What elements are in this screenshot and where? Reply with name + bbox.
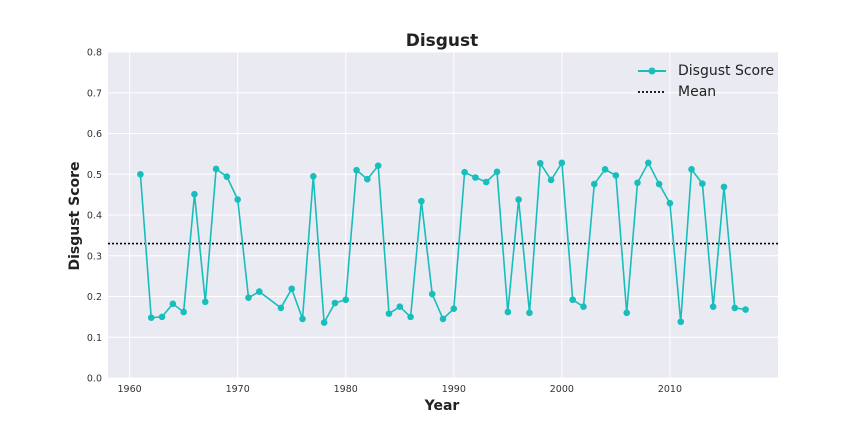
data-point bbox=[655, 180, 663, 188]
y-tick-label: 0.8 bbox=[87, 48, 102, 59]
x-tick-label: 2000 bbox=[550, 384, 574, 395]
legend-mean-label: Mean bbox=[678, 84, 716, 100]
x-tick-label: 1960 bbox=[118, 384, 142, 395]
data-point bbox=[299, 315, 306, 323]
x-tick-label: 1970 bbox=[226, 384, 250, 395]
data-point bbox=[310, 172, 317, 180]
legend-series-label: Disgust Score bbox=[678, 63, 774, 79]
y-tick-label: 0.3 bbox=[87, 251, 102, 262]
data-point bbox=[623, 309, 631, 317]
y-axis-label: Disgust Score bbox=[67, 161, 83, 270]
y-tick-label: 0.7 bbox=[87, 88, 102, 99]
axes: 0.0 0.1 0.2 0.3 0.4 0.5 0.6 0.7 0.8 1960 1970 1980 1… bbox=[87, 48, 682, 396]
data-point bbox=[180, 308, 187, 316]
data-point bbox=[590, 180, 598, 188]
data-point bbox=[385, 310, 393, 317]
data-point bbox=[699, 180, 706, 187]
data-point bbox=[158, 313, 166, 321]
data-point bbox=[428, 290, 436, 298]
legend: Disgust Score Mean bbox=[638, 63, 774, 100]
data-point bbox=[472, 174, 479, 181]
series-layer bbox=[137, 159, 749, 326]
data-point bbox=[504, 308, 512, 316]
data-point bbox=[364, 175, 371, 183]
data-point bbox=[169, 300, 177, 308]
data-point bbox=[580, 303, 587, 310]
data-point bbox=[450, 305, 458, 313]
x-axis-label: Year bbox=[424, 398, 460, 414]
data-point bbox=[666, 199, 674, 207]
data-point bbox=[709, 303, 717, 310]
data-point bbox=[720, 183, 728, 191]
data-point bbox=[439, 315, 447, 323]
y-tick-label: 0.6 bbox=[87, 129, 102, 140]
data-point bbox=[601, 166, 609, 173]
x-tick-label: 2010 bbox=[658, 384, 682, 395]
y-tick-label: 0.0 bbox=[87, 374, 102, 385]
data-point bbox=[137, 170, 144, 178]
data-point bbox=[407, 313, 414, 321]
data-point bbox=[212, 165, 220, 173]
data-point bbox=[277, 304, 285, 312]
data-point bbox=[288, 285, 296, 293]
data-point bbox=[201, 298, 209, 306]
y-tick-label: 0.1 bbox=[87, 333, 102, 344]
chart-title: Disgust bbox=[406, 31, 479, 51]
x-tick-label: 1990 bbox=[442, 384, 466, 395]
data-point bbox=[374, 162, 382, 169]
data-point bbox=[731, 304, 739, 312]
data-point bbox=[547, 176, 555, 184]
series-line bbox=[139, 160, 746, 326]
data-point bbox=[396, 303, 404, 310]
legend-series-marker bbox=[648, 67, 656, 75]
y-tick-label: 0.4 bbox=[87, 211, 102, 222]
data-point bbox=[645, 159, 652, 167]
y-tick-label: 0.2 bbox=[87, 292, 102, 303]
data-point bbox=[677, 318, 685, 326]
data-point bbox=[742, 306, 749, 313]
data-point bbox=[482, 178, 490, 186]
data-point bbox=[331, 299, 339, 307]
data-point bbox=[536, 159, 544, 167]
data-point bbox=[569, 296, 576, 304]
data-point bbox=[191, 190, 198, 198]
data-point bbox=[634, 179, 641, 187]
data-point bbox=[558, 159, 566, 167]
y-tick-label: 0.5 bbox=[87, 170, 102, 181]
x-tick-label: 1980 bbox=[334, 384, 358, 395]
data-point bbox=[342, 296, 350, 304]
data-point bbox=[418, 197, 425, 205]
data-point bbox=[493, 168, 501, 176]
data-point bbox=[688, 166, 695, 173]
data-point bbox=[353, 166, 360, 174]
data-point bbox=[147, 314, 155, 321]
data-point bbox=[612, 172, 620, 179]
data-point bbox=[223, 173, 231, 180]
data-point bbox=[255, 288, 263, 295]
data-point bbox=[526, 309, 533, 317]
data-point bbox=[515, 196, 522, 203]
data-point bbox=[320, 319, 328, 326]
data-point bbox=[245, 294, 252, 302]
grid bbox=[108, 51, 778, 379]
data-point bbox=[461, 168, 468, 176]
data-point bbox=[234, 196, 241, 203]
